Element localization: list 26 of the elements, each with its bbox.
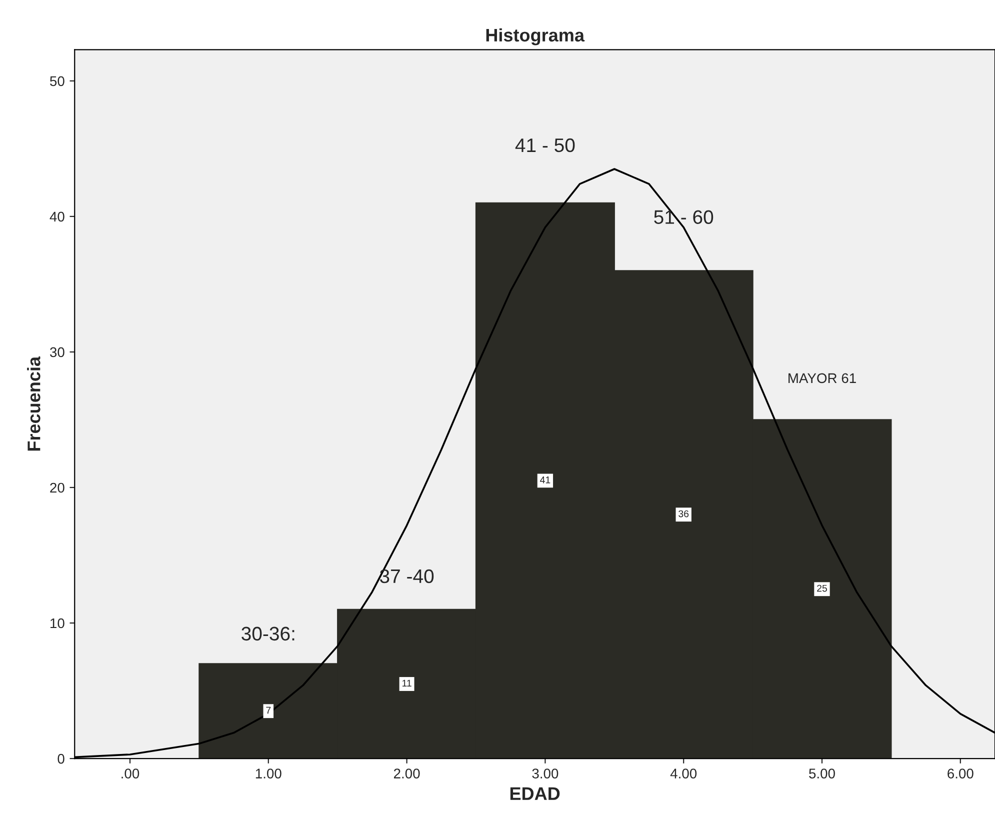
x-tick-label: 4.00 (670, 768, 697, 778)
x-axis-title: EDAD (510, 787, 560, 800)
y-tick-label: 30 (50, 347, 64, 358)
x-tick-label: 6.00 (948, 768, 974, 778)
x-tick-label: 1.00 (256, 768, 282, 778)
y-tick-label: 0 (58, 754, 64, 764)
y-tick-label: 10 (50, 618, 64, 628)
x-tick-label: 2.00 (394, 768, 420, 778)
y-tick-label: 40 (50, 212, 64, 222)
y-tick-label: 20 (50, 482, 64, 493)
annotation: 37 -40 (380, 569, 434, 584)
annotation: 30-36: (242, 626, 294, 641)
x-tick-label: .00 (122, 768, 140, 778)
data-label: 25 (817, 584, 827, 592)
data-label: 36 (678, 510, 689, 518)
x-tick-label: 3.00 (532, 768, 558, 778)
data-label: 11 (402, 680, 412, 687)
x-tick-label: 5.00 (809, 768, 835, 778)
chart-title: Histograma (486, 28, 585, 46)
annotation: 41 - 50 (515, 138, 575, 152)
data-label: 41 (540, 476, 550, 484)
data-label: 7 (266, 706, 271, 714)
y-axis-title: Frecuencia (27, 356, 40, 451)
y-tick-label: 50 (50, 76, 64, 86)
annotation: 51 - 60 (654, 210, 714, 224)
annotation: MAYOR 61 (788, 373, 856, 384)
